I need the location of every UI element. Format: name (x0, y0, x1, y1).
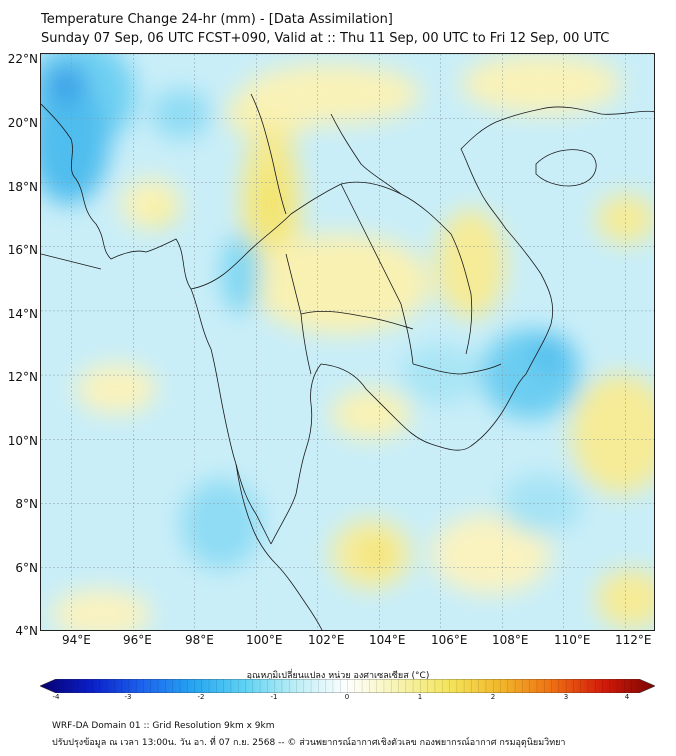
lat-label-18n: 18°N (7, 180, 38, 194)
colorbar-tick: -1 (270, 693, 278, 701)
lon-label-102e: 102°E (308, 633, 345, 647)
colorbar-tick: 3 (563, 693, 569, 701)
colorbar-tick: 0 (344, 693, 350, 701)
lat-label-6n: 6°N (15, 561, 38, 575)
lat-label-20n: 20°N (7, 116, 38, 130)
colorbar-tick: 2 (490, 693, 496, 701)
map-title: Temperature Change 24-hr (mm) - [Data As… (41, 12, 393, 27)
lon-label-112e: 112°E (615, 633, 652, 647)
lat-label-16n: 16°N (7, 243, 38, 257)
lon-label-106e: 106°E (431, 633, 468, 647)
footer-credits: ปรับปรุงข้อมูล ณ เวลา 13:00น. วัน อา. ที… (52, 738, 566, 748)
map-subtitle: Sunday 07 Sep, 06 UTC FCST+090, Valid at… (41, 31, 610, 46)
colorbar (40, 679, 655, 693)
lon-label-98e: 98°E (185, 633, 214, 647)
map-panel (40, 53, 655, 631)
lat-label-8n: 8°N (15, 497, 38, 511)
lat-label-12n: 12°N (7, 370, 38, 384)
lat-label-10n: 10°N (7, 434, 38, 448)
colorbar-tick: 1 (417, 693, 423, 701)
lon-label-100e: 100°E (246, 633, 283, 647)
colorbar-tick: 4 (624, 693, 630, 701)
colorbar-tick: -2 (197, 693, 205, 701)
map-gridlines (41, 54, 654, 630)
footer-model-info: WRF-DA Domain 01 :: Grid Resolution 9km … (52, 721, 275, 731)
map-canvas (41, 54, 654, 630)
colorbar-title: อุณหภูมิเปลี่ยนแปลง หน่วย องศาเซลเซียส (… (246, 671, 430, 681)
colorbar-tick: -4 (52, 693, 60, 701)
lat-label-4n: 4°N (15, 624, 38, 638)
coastline-borders (41, 93, 654, 630)
lon-label-96e: 96°E (123, 633, 152, 647)
lon-label-108e: 108°E (492, 633, 529, 647)
lat-label-14n: 14°N (7, 307, 38, 321)
lon-label-110e: 110°E (554, 633, 591, 647)
lon-label-94e: 94°E (62, 633, 91, 647)
colorbar-tick: -3 (124, 693, 132, 701)
lon-label-104e: 104°E (369, 633, 406, 647)
lat-label-22n: 22°N (7, 52, 38, 66)
